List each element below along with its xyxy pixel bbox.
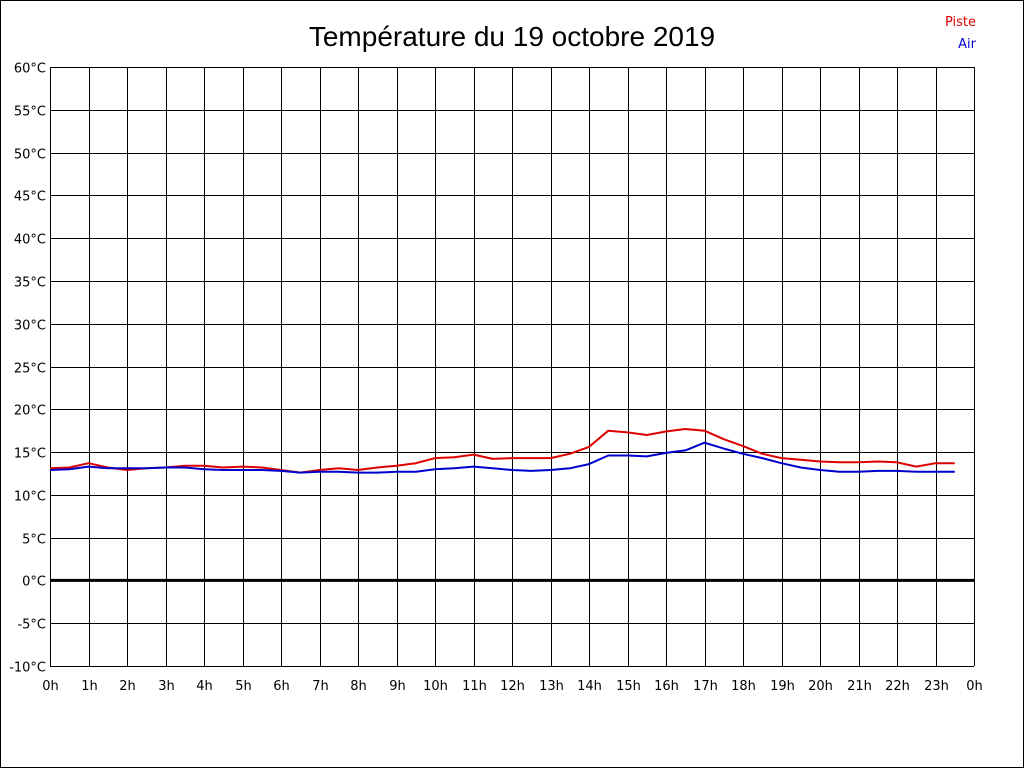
y-tick-label: 20°C bbox=[14, 404, 46, 419]
x-tick-label: 3h bbox=[158, 679, 175, 694]
legend-entry-air: Air bbox=[958, 37, 977, 52]
legend: Piste Air bbox=[945, 15, 977, 52]
y-tick-label: 0°C bbox=[22, 575, 46, 590]
x-tick-label: 8h bbox=[350, 679, 367, 694]
x-tick-label: 13h bbox=[539, 679, 564, 694]
y-tick-label: 25°C bbox=[14, 362, 46, 377]
x-tick-label: 21h bbox=[847, 679, 872, 694]
x-tick-label: 12h bbox=[500, 679, 525, 694]
x-tick-label: 15h bbox=[616, 679, 641, 694]
x-tick-label: 23h bbox=[924, 679, 949, 694]
x-tick-label: 2h bbox=[119, 679, 136, 694]
x-tick-label: 1h bbox=[81, 679, 98, 694]
y-tick-label: 55°C bbox=[14, 105, 46, 120]
y-tick-label: 15°C bbox=[14, 447, 46, 462]
x-tick-label: 0h bbox=[42, 679, 59, 694]
tick-labels: 0h 1h 2h 3h 4h 5h 6h 7h 8h 9h 10h 11h 12h 13h 14h 15h 16… bbox=[9, 62, 983, 695]
legend-entry-piste: Piste bbox=[945, 15, 976, 30]
x-tick-label: 9h bbox=[389, 679, 406, 694]
x-tick-label: 19h bbox=[770, 679, 795, 694]
x-tick-label: 11h bbox=[462, 679, 487, 694]
series-line-air bbox=[49, 441, 955, 474]
y-tick-label: 30°C bbox=[14, 319, 46, 334]
series-line-piste bbox=[49, 428, 955, 474]
y-tick-label: 5°C bbox=[22, 533, 46, 548]
y-tick-label: 50°C bbox=[14, 148, 46, 163]
x-tick-label: 16h bbox=[654, 679, 679, 694]
x-tick-label: 7h bbox=[312, 679, 329, 694]
x-tick-label: 6h bbox=[273, 679, 290, 694]
x-tick-label: 5h bbox=[235, 679, 252, 694]
x-tick-label: 0h bbox=[966, 679, 983, 694]
x-tick-label: 18h bbox=[731, 679, 756, 694]
y-tick-label: 40°C bbox=[14, 233, 46, 248]
series-layer bbox=[49, 428, 955, 474]
y-tick-label: 10°C bbox=[14, 490, 46, 505]
y-tick-label: -10°C bbox=[9, 661, 46, 676]
x-tick-label: 10h bbox=[423, 679, 448, 694]
chart-title: Température du 19 octobre 2019 bbox=[309, 21, 715, 52]
grid bbox=[50, 67, 975, 667]
y-tick-label: 35°C bbox=[14, 276, 46, 291]
x-tick-label: 20h bbox=[808, 679, 833, 694]
x-tick-label: 4h bbox=[196, 679, 213, 694]
y-tick-label: 60°C bbox=[14, 62, 46, 77]
y-tick-label: -5°C bbox=[17, 618, 46, 633]
y-tick-label: 45°C bbox=[14, 190, 46, 205]
x-tick-label: 22h bbox=[885, 679, 910, 694]
x-tick-label: 14h bbox=[577, 679, 602, 694]
x-tick-label: 17h bbox=[693, 679, 718, 694]
